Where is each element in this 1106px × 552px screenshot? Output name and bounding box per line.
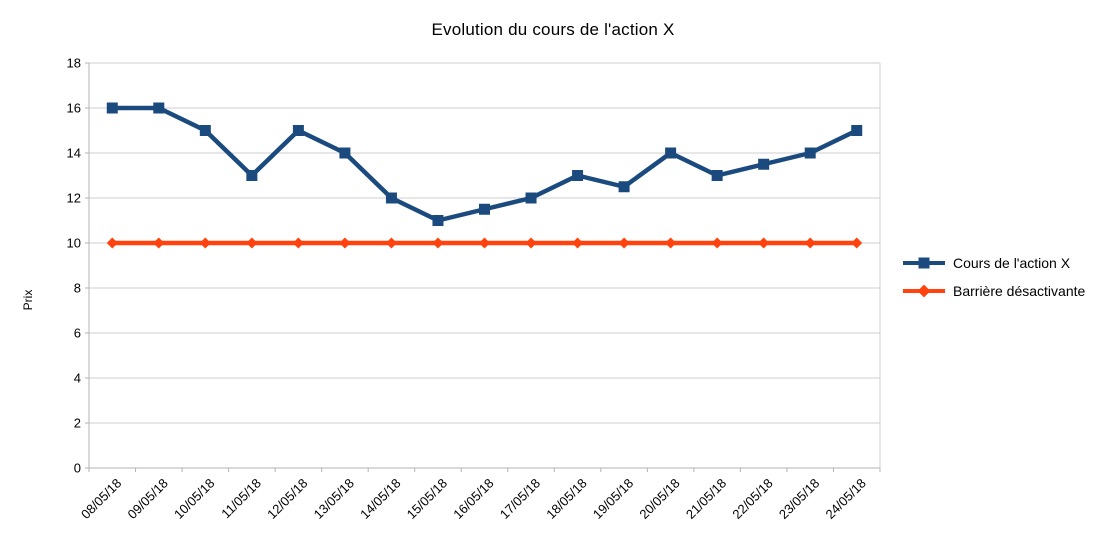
y-tick-label: 12 bbox=[67, 191, 81, 206]
data-point-marker bbox=[292, 125, 304, 136]
y-tick-label: 8 bbox=[74, 281, 81, 296]
data-point-marker bbox=[804, 147, 816, 159]
data-point-marker bbox=[758, 237, 770, 249]
y-tick-label: 0 bbox=[74, 461, 81, 476]
legend-entry-cours-action: Cours de l'action X bbox=[903, 251, 1085, 274]
data-point-marker bbox=[106, 237, 118, 249]
x-tick-label: 11/05/18 bbox=[218, 476, 264, 522]
data-point-marker bbox=[851, 237, 863, 249]
data-point-marker bbox=[758, 158, 770, 170]
data-point-marker bbox=[572, 237, 584, 249]
data-point-marker bbox=[339, 147, 351, 159]
data-point-marker bbox=[711, 237, 723, 249]
x-tick-label: 18/05/18 bbox=[543, 476, 589, 522]
data-point-marker bbox=[199, 237, 211, 249]
data-point-marker bbox=[572, 170, 584, 181]
legend-label: Cours de l'action X bbox=[953, 254, 1071, 271]
x-tick-label: 22/05/18 bbox=[729, 476, 775, 522]
data-point-marker bbox=[479, 237, 490, 249]
data-point-marker bbox=[479, 203, 490, 215]
y-tick-label: 18 bbox=[67, 56, 81, 71]
data-point-marker bbox=[665, 237, 677, 249]
data-point-marker bbox=[385, 237, 397, 249]
data-point-marker bbox=[339, 237, 351, 249]
x-tick-label: 10/05/18 bbox=[171, 476, 217, 522]
data-point-marker bbox=[525, 192, 537, 204]
x-tick-label: 24/05/18 bbox=[822, 476, 868, 522]
data-point-marker bbox=[618, 237, 630, 249]
data-point-marker bbox=[432, 237, 444, 249]
x-tick-label: 08/05/18 bbox=[78, 476, 124, 522]
y-tick-label: 6 bbox=[74, 326, 81, 341]
x-tick-label: 09/05/18 bbox=[125, 476, 171, 522]
data-point-marker bbox=[199, 125, 211, 136]
data-point-marker bbox=[153, 102, 165, 114]
data-point-marker bbox=[665, 147, 677, 159]
legend-swatch-line-square-icon bbox=[903, 251, 945, 274]
data-point-marker bbox=[432, 215, 444, 226]
y-tick-label: 4 bbox=[74, 371, 81, 386]
x-tick-label: 17/05/18 bbox=[497, 476, 543, 522]
y-tick-label: 14 bbox=[67, 146, 81, 161]
chart-title: Evolution du cours de l'action X bbox=[431, 20, 675, 39]
x-tick-label: 15/05/18 bbox=[404, 476, 450, 522]
y-tick-label: 16 bbox=[67, 101, 81, 116]
data-point-marker bbox=[804, 237, 816, 249]
x-tick-label: 20/05/18 bbox=[636, 476, 682, 522]
legend-swatch-line-diamond-icon bbox=[903, 279, 945, 302]
data-point-marker bbox=[851, 125, 863, 136]
data-point-marker bbox=[246, 170, 258, 181]
data-point-marker bbox=[618, 181, 630, 193]
data-point-marker bbox=[385, 192, 397, 204]
data-point-marker bbox=[246, 237, 258, 249]
data-point-marker bbox=[153, 237, 165, 249]
y-tick-label: 10 bbox=[67, 236, 81, 251]
y-tick-label: 2 bbox=[74, 416, 81, 431]
data-point-marker bbox=[292, 237, 304, 249]
x-tick-label: 23/05/18 bbox=[776, 476, 822, 522]
legend-label: Barrière désactivante bbox=[953, 282, 1086, 299]
data-point-marker bbox=[106, 102, 118, 114]
data-point-marker bbox=[525, 237, 537, 249]
x-tick-label: 13/05/18 bbox=[311, 476, 357, 522]
data-point-marker bbox=[711, 170, 723, 181]
x-tick-label: 14/05/18 bbox=[357, 476, 403, 522]
x-tick-label: 21/05/18 bbox=[683, 476, 729, 522]
x-tick-label: 16/05/18 bbox=[450, 476, 496, 522]
legend-entry-barriere: Barrière désactivante bbox=[903, 279, 1085, 302]
x-tick-label: 12/05/18 bbox=[264, 476, 310, 522]
x-tick-label: 19/05/18 bbox=[590, 476, 636, 522]
series-line bbox=[112, 105, 858, 223]
legend: Cours de l'action X Barrière désactivant… bbox=[903, 251, 1085, 302]
